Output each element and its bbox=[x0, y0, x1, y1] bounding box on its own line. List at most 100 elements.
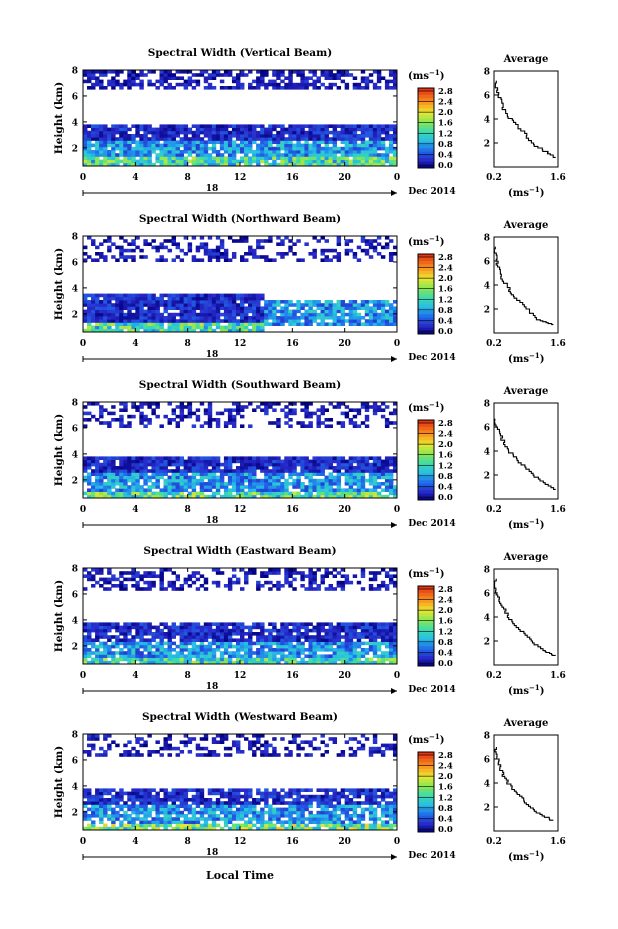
heatmap-cell bbox=[248, 306, 253, 310]
heatmap-cell bbox=[368, 638, 374, 642]
heatmap-cell bbox=[332, 466, 338, 470]
heatmap-cell bbox=[119, 245, 124, 250]
heatmap-cell bbox=[223, 494, 229, 499]
heatmap-cell bbox=[211, 622, 217, 626]
heatmap-cell bbox=[187, 146, 193, 151]
heatmap-cell bbox=[151, 494, 156, 499]
heatmap-cell bbox=[195, 143, 201, 148]
heatmap-cell bbox=[360, 248, 366, 253]
heatmap-cell bbox=[183, 312, 189, 317]
heatmap-cell bbox=[284, 657, 289, 662]
heatmap-cell bbox=[99, 70, 104, 74]
heatmap-cell bbox=[167, 469, 172, 473]
heatmap-cell bbox=[264, 156, 269, 160]
heatmap-cell bbox=[264, 466, 269, 470]
heatmap-cell bbox=[207, 296, 213, 301]
heatmap-cell bbox=[324, 239, 329, 243]
heatmap-cell bbox=[219, 140, 225, 144]
heatmap-cell bbox=[219, 325, 225, 330]
heatmap-cell bbox=[175, 491, 181, 496]
heatmap-cell bbox=[268, 648, 273, 652]
heatmap-cell bbox=[376, 306, 382, 310]
heatmap-cell bbox=[191, 482, 197, 486]
heatmap-cell bbox=[308, 654, 313, 658]
heatmap-cell bbox=[91, 491, 96, 496]
heatmap-cell bbox=[352, 306, 358, 310]
heatmap-cell bbox=[143, 478, 148, 483]
average-y-tick-label: 4 bbox=[484, 116, 490, 126]
heatmap-cell bbox=[111, 622, 116, 626]
heatmap-cell bbox=[308, 651, 313, 655]
heatmap-cell bbox=[248, 86, 253, 90]
heatmap-cell bbox=[115, 584, 120, 588]
heatmap-cell bbox=[248, 456, 253, 460]
heatmap-cell bbox=[115, 146, 120, 151]
colorbar-segment bbox=[418, 483, 434, 487]
heatmap-cell bbox=[175, 632, 181, 636]
heatmap-cell bbox=[103, 660, 108, 665]
heatmap-cell bbox=[87, 475, 92, 480]
heatmap-cell bbox=[199, 628, 205, 633]
heatmap-cell bbox=[171, 159, 176, 164]
heatmap-cell bbox=[360, 491, 366, 496]
heatmap-cell bbox=[284, 628, 289, 633]
heatmap-cell bbox=[211, 632, 217, 636]
heatmap-cell bbox=[300, 625, 305, 630]
colorbar-tick-label: 0.0 bbox=[438, 327, 453, 337]
heatmap-cell bbox=[187, 478, 193, 483]
heatmap-cell bbox=[111, 146, 116, 151]
colorbar-segment bbox=[418, 128, 434, 132]
heatmap-cell bbox=[207, 140, 213, 144]
heatmap-cell bbox=[123, 405, 128, 409]
heatmap-cell bbox=[372, 150, 378, 154]
heatmap-cell bbox=[175, 456, 181, 460]
heatmap-cell bbox=[372, 587, 378, 591]
heatmap-cell bbox=[107, 79, 112, 84]
heatmap-cell bbox=[91, 660, 96, 665]
heatmap-cell bbox=[256, 86, 261, 90]
heatmap-cell bbox=[203, 472, 209, 476]
heatmap-cell bbox=[183, 303, 189, 307]
heatmap-cell bbox=[91, 472, 96, 476]
heatmap-cell bbox=[328, 571, 333, 575]
heatmap-cell bbox=[340, 580, 346, 585]
heatmap-cell bbox=[123, 654, 128, 658]
heatmap-cell bbox=[151, 469, 156, 473]
heatmap-cell bbox=[215, 293, 221, 298]
heatmap-cell bbox=[240, 325, 245, 330]
heatmap-cell bbox=[139, 300, 144, 304]
heatmap-cell bbox=[260, 156, 265, 160]
heatmap-cell bbox=[264, 162, 269, 167]
heatmap-cell bbox=[244, 475, 249, 480]
colorbar-segment bbox=[418, 114, 434, 119]
heatmap-cell bbox=[203, 153, 209, 157]
heatmap-cell bbox=[211, 469, 217, 473]
heatmap-cell bbox=[107, 424, 112, 428]
heatmap-cell bbox=[320, 485, 325, 489]
heatmap-cell bbox=[95, 580, 100, 585]
heatmap-cell bbox=[171, 143, 176, 148]
heatmap-cell bbox=[308, 494, 313, 499]
heatmap-cell bbox=[260, 124, 265, 128]
heatmap-cell bbox=[392, 459, 398, 464]
heatmap-cell bbox=[183, 414, 189, 419]
heatmap-cell bbox=[119, 296, 124, 301]
heatmap-cell bbox=[115, 638, 120, 642]
heatmap-cell bbox=[219, 79, 225, 84]
heatmap-cell bbox=[211, 635, 217, 639]
heatmap-cell bbox=[264, 482, 269, 486]
heatmap-cell bbox=[380, 568, 386, 572]
heatmap-cell bbox=[368, 462, 374, 467]
heatmap-cell bbox=[328, 86, 333, 90]
heatmap-cell bbox=[248, 127, 253, 132]
heatmap-cell bbox=[115, 635, 120, 639]
heatmap-cell bbox=[207, 482, 213, 486]
heatmap-cell bbox=[272, 258, 277, 262]
heatmap-cell bbox=[163, 469, 168, 473]
colorbar-segment bbox=[418, 141, 434, 145]
heatmap-cell bbox=[312, 312, 317, 317]
heatmap-cell bbox=[316, 303, 321, 307]
heatmap-cell bbox=[131, 322, 136, 326]
heatmap-cell bbox=[103, 651, 108, 655]
heatmap-cell bbox=[352, 143, 358, 148]
